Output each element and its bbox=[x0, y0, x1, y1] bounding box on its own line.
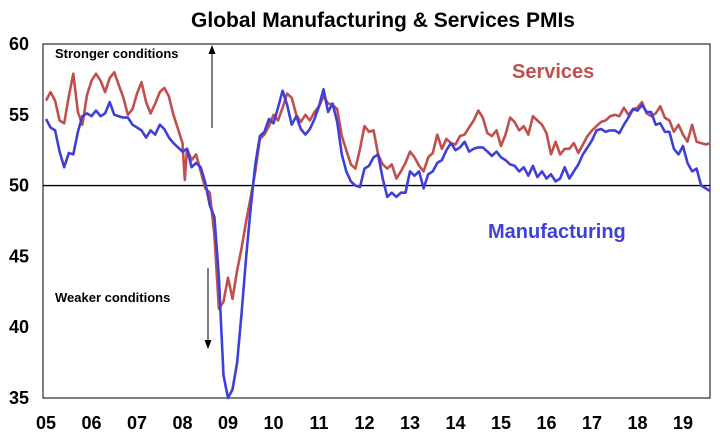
x-tick-label: 18 bbox=[627, 413, 647, 433]
x-tick-label: 07 bbox=[127, 413, 147, 433]
weaker-arrow-head bbox=[204, 340, 212, 349]
y-tick-label: 60 bbox=[9, 34, 29, 54]
x-tick-label: 19 bbox=[673, 413, 693, 433]
weaker-conditions-label: Weaker conditions bbox=[55, 290, 170, 305]
x-tick-label: 05 bbox=[36, 413, 56, 433]
stronger-conditions-label: Stronger conditions bbox=[55, 46, 179, 61]
x-tick-label: 10 bbox=[263, 413, 283, 433]
x-tick-label: 06 bbox=[81, 413, 101, 433]
x-tick-label: 17 bbox=[582, 413, 602, 433]
y-tick-label: 40 bbox=[9, 317, 29, 337]
x-tick-label: 14 bbox=[445, 413, 465, 433]
y-tick-label: 35 bbox=[9, 388, 29, 408]
services-series-label: Services bbox=[512, 61, 594, 83]
manufacturing-series-label: Manufacturing bbox=[488, 221, 626, 243]
y-tick-label: 50 bbox=[9, 176, 29, 196]
plot-area bbox=[42, 43, 711, 399]
plot-frame bbox=[42, 43, 711, 399]
y-tick-label: 45 bbox=[9, 246, 29, 266]
series-layer bbox=[44, 71, 712, 400]
y-tick-label: 55 bbox=[9, 105, 29, 125]
stronger-arrow-head bbox=[208, 45, 216, 54]
services-series-line bbox=[44, 71, 711, 311]
x-tick-label: 11 bbox=[309, 413, 328, 433]
x-tick-label: 13 bbox=[400, 413, 420, 433]
manufacturing-series-line bbox=[44, 88, 712, 400]
x-tick-label: 15 bbox=[491, 413, 511, 433]
chart-title: Global Manufacturing & Services PMIs bbox=[191, 9, 575, 32]
x-tick-label: 09 bbox=[218, 413, 238, 433]
x-tick-label: 12 bbox=[354, 413, 374, 433]
x-tick-label: 16 bbox=[536, 413, 556, 433]
x-tick-label: 08 bbox=[172, 413, 192, 433]
tick-labels: 35 40 45 50 55 60 05 06 07 08 09 10 11 12 13 14 15 16 17 18… bbox=[9, 34, 693, 433]
